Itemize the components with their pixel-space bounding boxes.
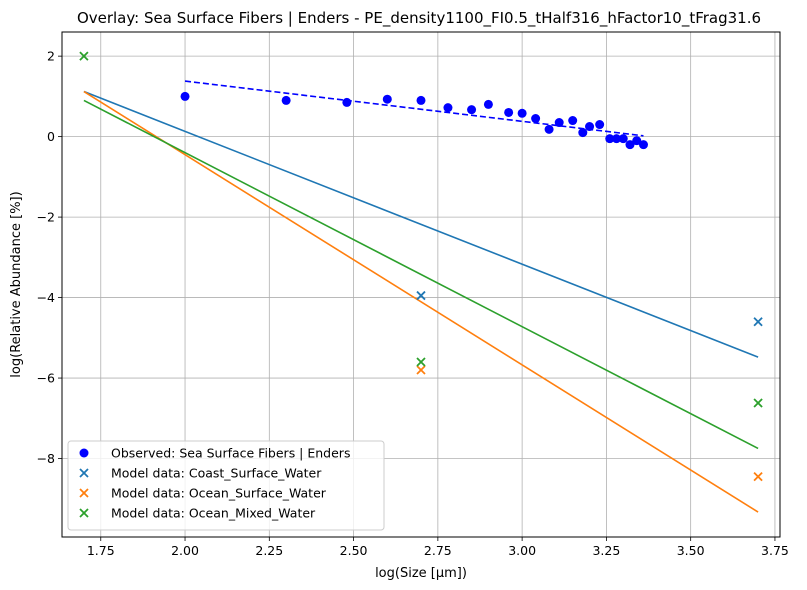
observed-point: [554, 118, 564, 128]
x-marker-stroke: [753, 317, 763, 327]
y-tick-label: −2: [37, 210, 55, 225]
legend-label: Observed: Sea Surface Fibers | Enders: [111, 446, 350, 461]
y-tick-label: −8: [37, 451, 55, 466]
observed-point: [638, 140, 648, 150]
y-axis-title: log(Relative Abundance [%]): [9, 191, 24, 377]
x-marker-stroke: [416, 365, 426, 375]
x-marker-stroke: [79, 51, 89, 61]
observed-point: [595, 120, 605, 130]
observed-point: [544, 124, 554, 134]
x-axis-title: log(Size [μm]): [375, 566, 467, 581]
model-point: [416, 290, 426, 301]
observed-point: [531, 114, 541, 124]
observed-point: [612, 134, 622, 144]
observed-point: [585, 122, 595, 132]
x-tick-label: 3.00: [508, 543, 536, 558]
legend: Observed: Sea Surface Fibers | Enders Mod…: [67, 440, 385, 531]
observed-point: [618, 134, 628, 144]
observed-fit-line: [184, 80, 644, 137]
observed-point: [504, 107, 514, 117]
fit-line-ocean-mixed-water: [83, 99, 759, 450]
x-marker-stroke: [79, 488, 89, 498]
observed-point: [180, 91, 190, 101]
observed-point: [632, 136, 642, 146]
legend-label: Model data: Ocean_Surface_Water: [111, 486, 327, 501]
data-markers: [79, 51, 763, 482]
legend-label: Model data: Ocean_Mixed_Water: [111, 506, 316, 521]
x-marker-stroke: [416, 357, 426, 367]
x-tick-label: 3.25: [592, 543, 620, 558]
model-point: [416, 365, 426, 375]
x-marker-stroke: [79, 468, 89, 478]
x-tick-label: 2.75: [424, 543, 452, 558]
chart-title: Overlay: Sea Surface Fibers | Enders - P…: [77, 9, 761, 28]
model-point: [79, 51, 89, 61]
x-marker-stroke: [416, 290, 426, 301]
observed-point: [382, 94, 392, 104]
model-point: [416, 357, 426, 367]
model-point: [753, 398, 763, 408]
legend-box: [67, 440, 385, 531]
fit-line-coast-surface-water: [83, 90, 759, 358]
x-tick-label: 3.50: [677, 543, 705, 558]
observed-point: [578, 128, 588, 138]
x-marker-stroke: [753, 472, 763, 482]
y-tick-label: −4: [37, 290, 55, 305]
model-point: [753, 472, 763, 482]
observed-point: [605, 134, 615, 144]
model-point: [753, 317, 763, 327]
observed-point: [443, 103, 453, 113]
observed-point: [342, 97, 352, 107]
observed-point: [568, 116, 578, 126]
observed-point: [467, 105, 477, 115]
fit-line-ocean-surface-water: [83, 90, 759, 513]
observed-point: [483, 99, 493, 109]
observed-point: [625, 140, 635, 150]
y-tick-label: 2: [47, 49, 55, 64]
axis-ticks: 1.75 2.00 2.25 2.50 2.75 3.00 3.25 3.50 3.75 −8 −6…: [37, 49, 789, 558]
x-tick-label: 2.00: [171, 543, 199, 558]
x-tick-label: 1.75: [87, 543, 115, 558]
fit-lines: [83, 80, 759, 513]
observed-point: [281, 95, 291, 105]
legend-marker-circle: [79, 448, 89, 458]
plot-frame: [61, 31, 781, 538]
y-tick-label: −6: [37, 371, 55, 386]
legend-label: Model data: Coast_Surface_Water: [111, 466, 322, 481]
observed-point: [416, 95, 426, 105]
x-tick-label: 2.25: [255, 543, 283, 558]
legend-marker-x: [79, 508, 89, 518]
x-tick-label: 2.50: [340, 543, 368, 558]
x-marker-stroke: [79, 508, 89, 518]
x-tick-label: 3.75: [761, 543, 789, 558]
legend-marker-x: [79, 488, 89, 498]
legend-marker-x: [79, 468, 89, 478]
y-tick-label: 0: [47, 129, 55, 144]
observed-point: [517, 108, 527, 118]
x-marker-stroke: [753, 398, 763, 408]
